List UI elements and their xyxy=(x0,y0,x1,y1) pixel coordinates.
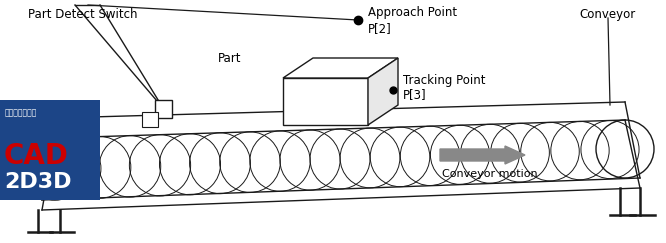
Bar xyxy=(142,112,158,127)
Text: Conveyor motion: Conveyor motion xyxy=(442,169,537,179)
Text: Part Detect Switch: Part Detect Switch xyxy=(28,8,137,21)
Text: Conveyor: Conveyor xyxy=(580,8,636,21)
Bar xyxy=(0,100,100,200)
Text: 2D3D: 2D3D xyxy=(4,172,71,192)
Bar xyxy=(283,78,368,125)
FancyArrow shape xyxy=(440,146,525,164)
Text: P[2]: P[2] xyxy=(368,22,392,35)
Text: Approach Point: Approach Point xyxy=(368,6,457,19)
Text: Tracking Point: Tracking Point xyxy=(403,74,486,87)
Text: P[3]: P[3] xyxy=(403,88,427,101)
Polygon shape xyxy=(283,58,398,78)
Bar xyxy=(155,100,172,118)
Text: CAD: CAD xyxy=(4,142,69,170)
Text: 工业自动化专家: 工业自动化专家 xyxy=(5,108,37,117)
Polygon shape xyxy=(368,58,398,125)
Text: Part: Part xyxy=(218,52,242,65)
